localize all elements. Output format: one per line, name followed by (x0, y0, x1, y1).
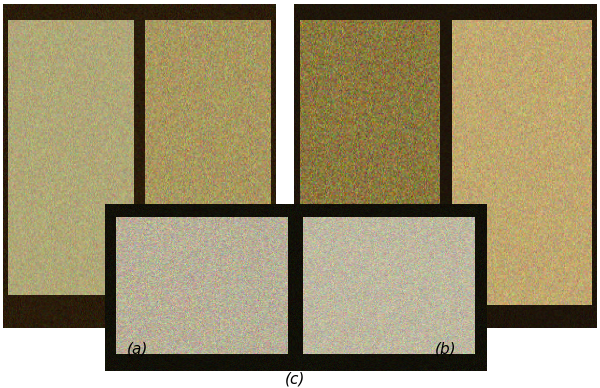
Text: (b): (b) (435, 342, 457, 357)
Text: (a): (a) (127, 342, 149, 357)
Text: (c): (c) (285, 371, 305, 386)
